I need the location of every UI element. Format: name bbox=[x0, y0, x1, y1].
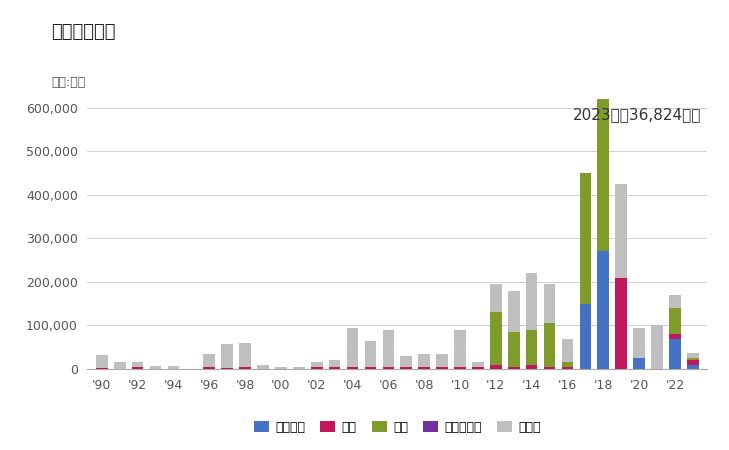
Bar bbox=[436, 354, 448, 367]
Legend: メキシコ, 中国, 米国, カンボジア, その他: メキシコ, 中国, 米国, カンボジア, その他 bbox=[249, 416, 545, 439]
Bar bbox=[544, 284, 555, 323]
Text: 輸出量の推移: 輸出量の推移 bbox=[51, 22, 115, 40]
Bar bbox=[222, 368, 233, 369]
Bar bbox=[687, 358, 698, 360]
Bar bbox=[472, 367, 484, 369]
Bar bbox=[669, 295, 681, 308]
Bar bbox=[687, 364, 698, 369]
Bar bbox=[222, 344, 233, 368]
Bar bbox=[203, 367, 215, 369]
Text: 2023年：36,824平米: 2023年：36,824平米 bbox=[572, 107, 701, 122]
Bar bbox=[383, 367, 394, 369]
Bar bbox=[149, 365, 161, 369]
Bar bbox=[508, 367, 520, 369]
Bar bbox=[132, 362, 144, 367]
Bar bbox=[634, 358, 645, 369]
Bar bbox=[580, 173, 591, 304]
Text: 単位:平米: 単位:平米 bbox=[51, 76, 85, 90]
Bar bbox=[508, 291, 520, 332]
Bar bbox=[114, 362, 125, 369]
Bar bbox=[96, 355, 108, 368]
Bar bbox=[311, 362, 322, 367]
Bar bbox=[364, 367, 376, 369]
Bar bbox=[561, 362, 573, 367]
Bar bbox=[615, 278, 627, 369]
Bar bbox=[669, 338, 681, 369]
Bar bbox=[598, 29, 609, 55]
Bar bbox=[490, 312, 502, 364]
Bar bbox=[687, 360, 698, 365]
Bar bbox=[526, 364, 537, 369]
Bar bbox=[598, 252, 609, 369]
Bar bbox=[687, 353, 698, 358]
Bar bbox=[400, 356, 412, 367]
Bar bbox=[669, 308, 681, 334]
Bar bbox=[418, 354, 430, 367]
Bar bbox=[526, 330, 537, 364]
Bar bbox=[239, 343, 251, 367]
Bar bbox=[257, 364, 269, 369]
Bar bbox=[329, 360, 340, 367]
Bar bbox=[508, 332, 520, 367]
Bar bbox=[436, 367, 448, 369]
Bar bbox=[669, 334, 681, 338]
Bar bbox=[615, 184, 627, 278]
Bar bbox=[634, 328, 645, 358]
Bar bbox=[472, 362, 484, 367]
Bar bbox=[329, 367, 340, 369]
Bar bbox=[347, 367, 359, 369]
Bar bbox=[239, 367, 251, 369]
Bar bbox=[490, 284, 502, 312]
Bar bbox=[454, 367, 466, 369]
Bar bbox=[96, 368, 108, 369]
Bar bbox=[418, 367, 430, 369]
Bar bbox=[598, 55, 609, 252]
Bar bbox=[203, 354, 215, 367]
Bar bbox=[168, 365, 179, 369]
Bar bbox=[561, 338, 573, 362]
Bar bbox=[544, 323, 555, 367]
Bar bbox=[132, 367, 144, 369]
Bar bbox=[544, 367, 555, 369]
Bar bbox=[490, 364, 502, 369]
Bar bbox=[580, 304, 591, 369]
Bar bbox=[598, 25, 609, 29]
Bar bbox=[526, 273, 537, 330]
Bar bbox=[293, 367, 305, 369]
Bar bbox=[651, 325, 663, 369]
Bar bbox=[383, 330, 394, 367]
Bar bbox=[364, 341, 376, 367]
Bar bbox=[347, 328, 359, 367]
Bar bbox=[561, 367, 573, 369]
Bar bbox=[275, 367, 286, 369]
Bar bbox=[400, 367, 412, 369]
Bar bbox=[454, 330, 466, 367]
Bar bbox=[311, 367, 322, 369]
